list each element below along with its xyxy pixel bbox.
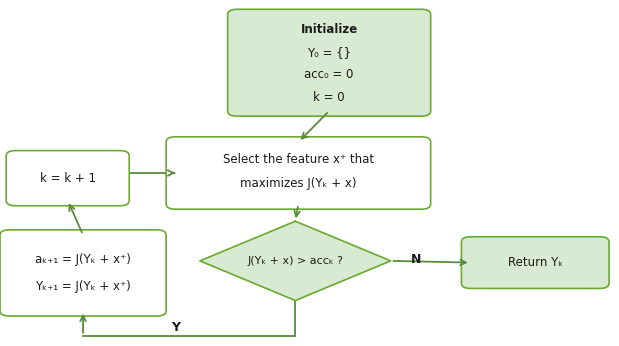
Text: Select the feature x⁺ that: Select the feature x⁺ that <box>223 153 374 166</box>
Polygon shape <box>200 221 391 301</box>
Text: Y₀ = {}: Y₀ = {} <box>307 46 351 59</box>
FancyBboxPatch shape <box>0 230 166 316</box>
Text: k = 0: k = 0 <box>313 91 345 104</box>
Text: Yₖ₊₁ = J(Yₖ + x⁺): Yₖ₊₁ = J(Yₖ + x⁺) <box>35 280 131 293</box>
Text: k = k + 1: k = k + 1 <box>40 172 96 185</box>
FancyBboxPatch shape <box>6 151 129 206</box>
Text: J(Yₖ + x) > accₖ ?: J(Yₖ + x) > accₖ ? <box>248 256 344 266</box>
Text: aₖ₊₁ = J(Yₖ + x⁺): aₖ₊₁ = J(Yₖ + x⁺) <box>35 253 131 266</box>
Text: Y: Y <box>171 321 180 334</box>
Text: acc₀ = 0: acc₀ = 0 <box>305 68 354 81</box>
FancyBboxPatch shape <box>166 137 431 209</box>
Text: maximizes J(Yₖ + x): maximizes J(Yₖ + x) <box>240 177 357 190</box>
Text: Initialize: Initialize <box>301 24 358 36</box>
Text: Return Yₖ: Return Yₖ <box>508 256 563 269</box>
Text: N: N <box>412 253 422 266</box>
FancyBboxPatch shape <box>461 237 609 289</box>
FancyBboxPatch shape <box>228 9 431 116</box>
